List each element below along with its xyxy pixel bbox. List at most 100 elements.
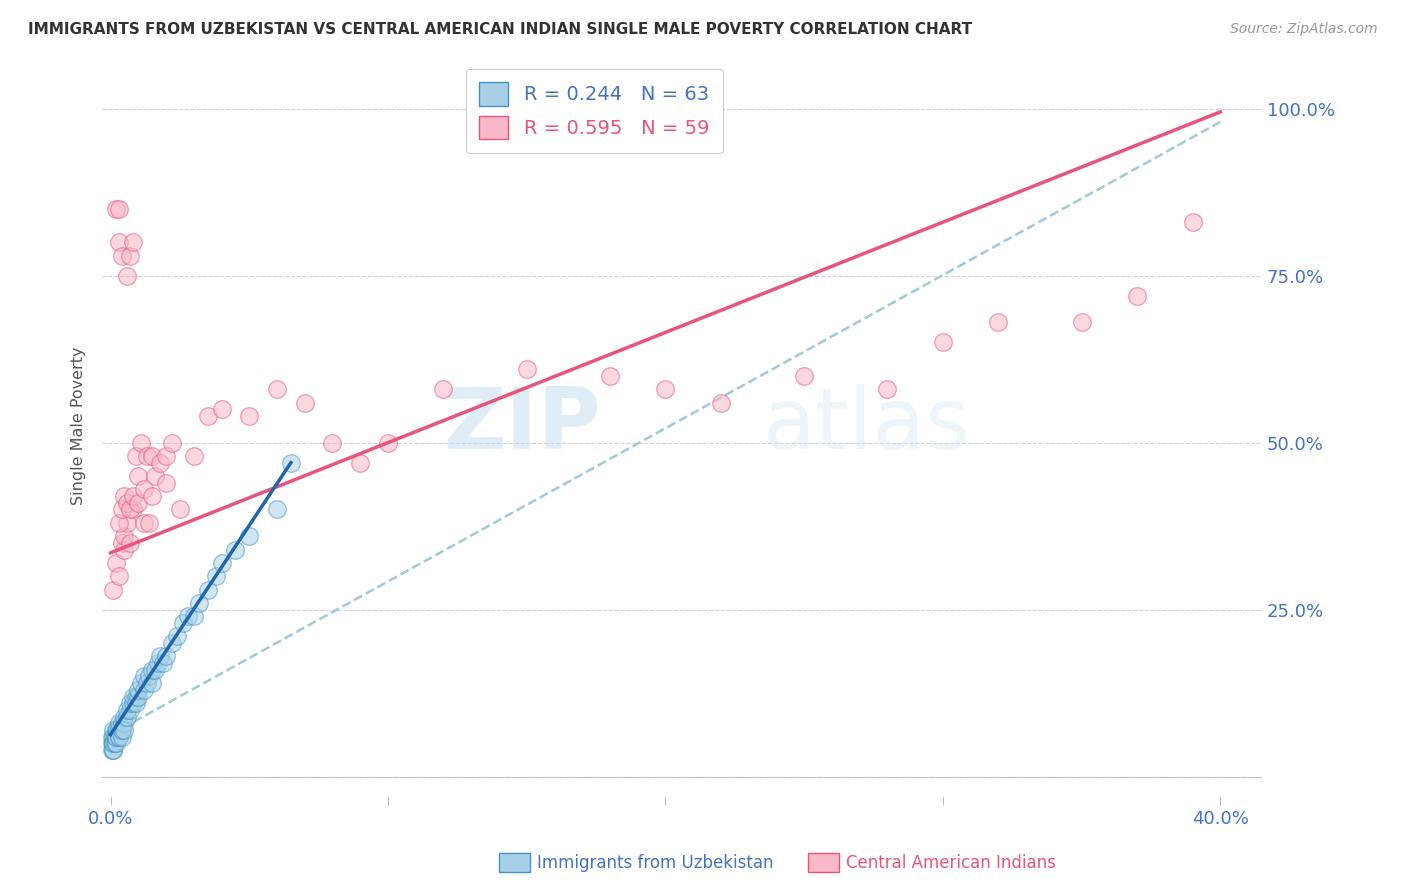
Point	[115, 709, 138, 723]
Point	[118, 249, 141, 263]
Point	[224, 542, 246, 557]
Point	[108, 723, 131, 737]
Point	[105, 730, 128, 744]
Point	[132, 483, 155, 497]
Point	[197, 409, 219, 423]
Point	[143, 469, 166, 483]
Text: Source: ZipAtlas.com: Source: ZipAtlas.com	[1230, 22, 1378, 37]
Point	[111, 536, 134, 550]
Point	[124, 690, 146, 704]
Point	[516, 362, 538, 376]
Point	[103, 582, 125, 597]
Point	[111, 249, 134, 263]
Point	[169, 502, 191, 516]
Point	[132, 669, 155, 683]
Point	[155, 649, 177, 664]
Point	[121, 502, 143, 516]
Point	[111, 723, 134, 737]
Point	[141, 449, 163, 463]
Point	[160, 435, 183, 450]
Point	[127, 469, 149, 483]
Point	[112, 709, 135, 723]
Text: ZIP: ZIP	[443, 384, 600, 467]
Text: atlas: atlas	[763, 384, 972, 467]
Point	[987, 315, 1010, 329]
Point	[152, 656, 174, 670]
Point	[121, 690, 143, 704]
Point	[141, 489, 163, 503]
Point	[197, 582, 219, 597]
Point	[108, 730, 131, 744]
Point	[111, 730, 134, 744]
Point	[107, 723, 129, 737]
Point	[280, 456, 302, 470]
Point	[710, 395, 733, 409]
Point	[108, 716, 131, 731]
Point	[101, 730, 124, 744]
Point	[105, 730, 128, 744]
Point	[149, 649, 172, 664]
Point	[108, 202, 131, 216]
Point	[111, 502, 134, 516]
Point	[177, 609, 200, 624]
Point	[127, 690, 149, 704]
Point	[124, 449, 146, 463]
Point	[321, 435, 343, 450]
Text: Central American Indians: Central American Indians	[846, 854, 1056, 871]
Point	[129, 676, 152, 690]
Point	[294, 395, 316, 409]
Point	[155, 475, 177, 490]
Point	[141, 663, 163, 677]
Point	[111, 716, 134, 731]
Point	[118, 703, 141, 717]
Point	[105, 202, 128, 216]
Point	[108, 730, 131, 744]
Y-axis label: Single Male Poverty: Single Male Poverty	[72, 347, 86, 505]
Point	[183, 449, 205, 463]
Point	[211, 402, 233, 417]
Point	[101, 743, 124, 757]
Point	[108, 569, 131, 583]
Point	[103, 743, 125, 757]
Point	[121, 696, 143, 710]
Point	[211, 556, 233, 570]
Point	[172, 615, 194, 630]
Point	[112, 723, 135, 737]
Point	[124, 696, 146, 710]
Point	[121, 489, 143, 503]
Point	[138, 669, 160, 683]
Point	[103, 736, 125, 750]
Legend: R = 0.244   N = 63, R = 0.595   N = 59: R = 0.244 N = 63, R = 0.595 N = 59	[465, 69, 723, 153]
Point	[103, 736, 125, 750]
Point	[238, 529, 260, 543]
Point	[793, 368, 815, 383]
Point	[146, 656, 169, 670]
Point	[112, 716, 135, 731]
Point	[876, 382, 898, 396]
Point	[166, 629, 188, 643]
Point	[118, 502, 141, 516]
Text: Immigrants from Uzbekistan: Immigrants from Uzbekistan	[537, 854, 773, 871]
Point	[112, 542, 135, 557]
Point	[103, 723, 125, 737]
Point	[349, 456, 371, 470]
Point	[599, 368, 621, 383]
Point	[135, 449, 157, 463]
Point	[183, 609, 205, 624]
Point	[138, 516, 160, 530]
Point	[101, 736, 124, 750]
Point	[1126, 288, 1149, 302]
Point	[205, 569, 228, 583]
Text: IMMIGRANTS FROM UZBEKISTAN VS CENTRAL AMERICAN INDIAN SINGLE MALE POVERTY CORREL: IMMIGRANTS FROM UZBEKISTAN VS CENTRAL AM…	[28, 22, 972, 37]
Point	[160, 636, 183, 650]
Point	[115, 516, 138, 530]
Point	[105, 723, 128, 737]
Point	[121, 235, 143, 250]
Point	[654, 382, 676, 396]
Point	[932, 335, 955, 350]
Point	[105, 556, 128, 570]
Point	[266, 502, 288, 516]
Point	[141, 676, 163, 690]
Point	[132, 682, 155, 697]
Point	[377, 435, 399, 450]
